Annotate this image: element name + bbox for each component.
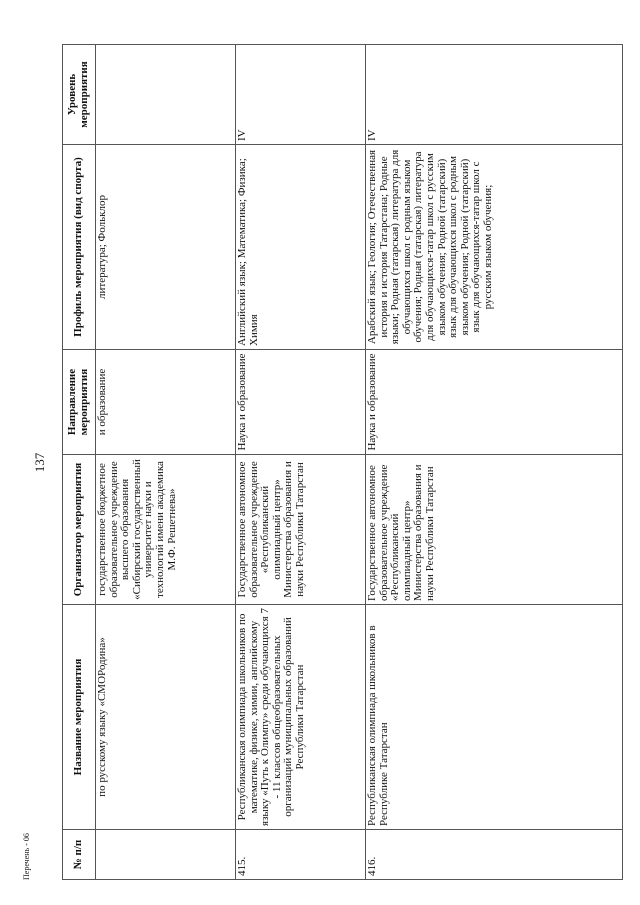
- cell-num: 415.: [235, 829, 366, 880]
- header-direction: Направление мероприятия: [62, 349, 96, 455]
- page-number: 137: [32, 452, 47, 473]
- cell-num: 416.: [365, 829, 623, 880]
- cell-name: Республиканская олимпиада школьников в Р…: [365, 604, 623, 830]
- cell-direction: Наука и образование: [365, 349, 623, 455]
- header-profile: Профиль мероприятия (вид спорта): [62, 144, 96, 350]
- cell-level: IV: [235, 44, 366, 145]
- header-num: № п/п: [62, 829, 96, 880]
- cell-num: [95, 829, 236, 880]
- cell-profile: Английский язык; Математика; Физика; Хим…: [235, 144, 366, 350]
- table-row: 416. Республиканская олимпиада школьнико…: [365, 44, 623, 880]
- events-table: № п/п Название мероприятия Организатор м…: [62, 44, 623, 880]
- header-organizer: Организатор мероприятия: [62, 454, 96, 605]
- cell-name: по русскому языку «СМОРодина»: [95, 604, 236, 830]
- cell-profile: литература; Фольклор: [95, 144, 236, 350]
- cell-profile: Арабский язык; Геология; Отечественная и…: [365, 144, 623, 350]
- cell-organizer: государственное бюджетное образовательно…: [95, 454, 236, 605]
- table-row: по русскому языку «СМОРодина» государств…: [95, 44, 236, 880]
- table-row: 415. Республиканская олимпиада школьнико…: [235, 44, 366, 880]
- cell-organizer: Государственное автономное образовательн…: [365, 454, 623, 605]
- header-name: Название мероприятия: [62, 604, 96, 830]
- footer-label: Перечень - 06: [22, 833, 31, 880]
- cell-direction: и образование: [95, 349, 236, 455]
- cell-name: Республиканская олимпиада школьников по …: [235, 604, 366, 830]
- cell-level: IV: [365, 44, 623, 145]
- table-header-row: № п/п Название мероприятия Организатор м…: [62, 44, 96, 880]
- rotated-page-content: 137 № п/п Название мероприятия Организат…: [32, 44, 623, 880]
- cell-level: [95, 44, 236, 145]
- cell-organizer: Государственное автономное образовательн…: [235, 454, 366, 605]
- header-level: Уровень мероприятия: [62, 44, 96, 145]
- cell-direction: Наука и образование: [235, 349, 366, 455]
